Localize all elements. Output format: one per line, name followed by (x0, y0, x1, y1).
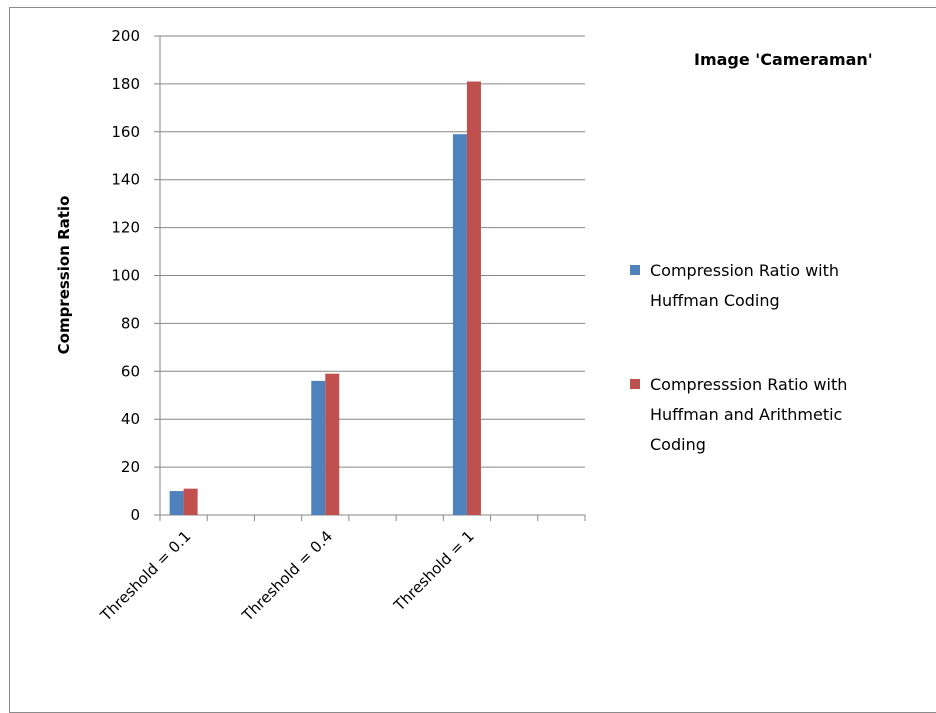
gridlines (160, 35, 585, 468)
x-tick-label: Threshold = 0.1 (96, 527, 194, 625)
y-tick-label: 20 (121, 458, 140, 476)
bar-huffman-0 (169, 491, 184, 515)
y-tick-label: 160 (111, 123, 140, 141)
y-tick-label: 180 (111, 75, 140, 93)
y-tick-label: 0 (130, 506, 140, 524)
x-tick-label: Threshold = 1 (390, 527, 478, 615)
bar-huffman-arithmetic-2 (466, 81, 481, 515)
y-tick-label: 60 (121, 362, 140, 380)
chart-title: Image 'Cameraman' (694, 50, 873, 69)
bar-huffman-2 (452, 134, 467, 515)
y-axis-title: Compression Ratio (55, 196, 73, 355)
legend-label-line: Coding (650, 435, 706, 454)
axes (154, 35, 586, 521)
x-tick-label: Threshold = 0.4 (238, 527, 336, 625)
y-tick-label: 140 (111, 171, 140, 189)
legend-label-line: Huffman and Arithmetic (650, 405, 842, 424)
y-tick-label: 40 (121, 410, 140, 428)
legend-label-line: Compression Ratio with (650, 261, 839, 280)
legend-item-huffman: Compression Ratio with Huffman Coding (630, 261, 839, 310)
legend-label-line: Compresssion Ratio with (650, 375, 847, 394)
legend-label-line: Huffman Coding (650, 291, 780, 310)
legend-swatch (630, 265, 640, 275)
bar-huffman-arithmetic-0 (183, 488, 198, 515)
legend-item-huffman-arithmetic: Compresssion Ratio with Huffman and Arith… (630, 375, 847, 454)
bars (169, 81, 481, 515)
y-tick-label: 120 (111, 219, 140, 237)
bar-huffman-arithmetic-1 (325, 373, 340, 515)
legend-swatch (630, 379, 640, 389)
y-tick-label: 200 (111, 27, 140, 45)
y-tick-label: 80 (121, 314, 140, 332)
y-tick-label: 100 (111, 267, 140, 285)
labels: 0 20 40 60 80 100 120 140 160 180 200 Threshold = 0… (96, 27, 478, 625)
bar-huffman-1 (311, 380, 326, 515)
